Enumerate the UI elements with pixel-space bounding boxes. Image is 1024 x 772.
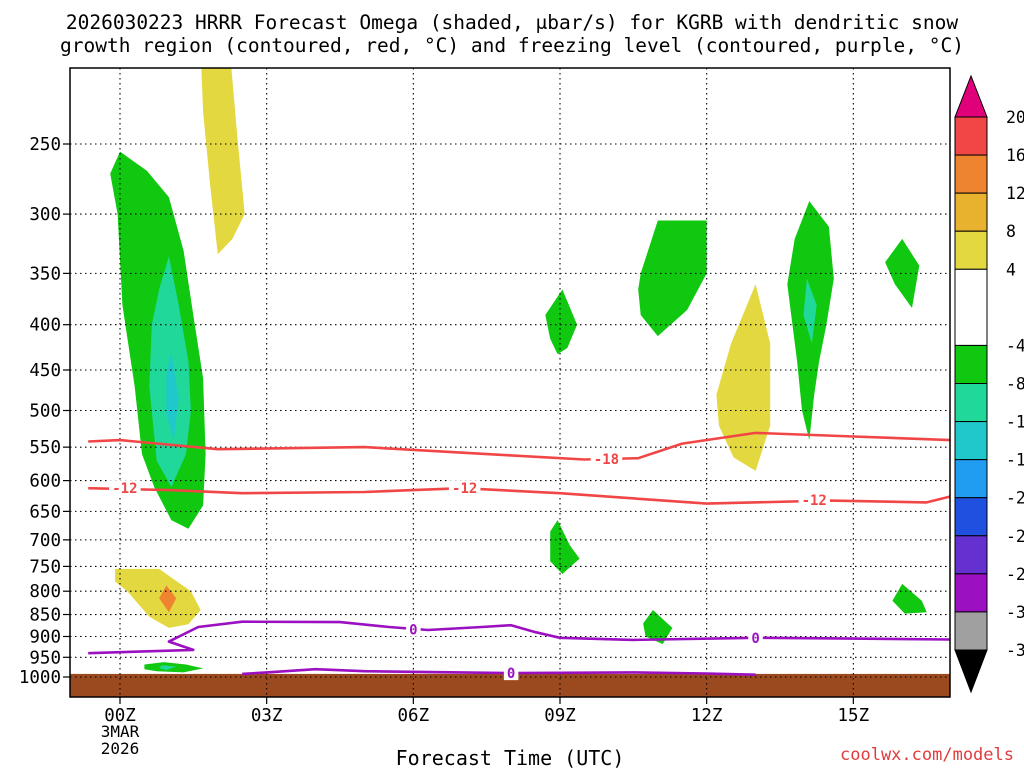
colorbar-over-arrow [954, 74, 988, 118]
minus-18-isotherm-line [88, 431, 950, 461]
ground-surface [70, 673, 950, 697]
y-tick-label-350: 350 [29, 264, 61, 284]
omega-region-11 [638, 220, 707, 337]
x-tick-label-00Z: 00Z [104, 706, 136, 726]
colorbar-label--12: -12 [1006, 413, 1024, 432]
omega-region-10 [550, 520, 580, 574]
colorbar-bin--24-to--20 [954, 497, 988, 537]
colorbar-bin--28-to--24 [954, 535, 988, 575]
omega-region-8 [159, 665, 177, 670]
colorbar-label-4: 4 [1006, 260, 1016, 279]
plot-frame [69, 67, 951, 698]
y-tick-label-550: 550 [29, 438, 61, 458]
colorbar-bin--36-to--32 [954, 611, 988, 651]
colorbar-label--16: -16 [1006, 451, 1024, 470]
y-tick-label-500: 500 [29, 402, 61, 422]
minus-12-isotherm-label-2: -12 [452, 481, 477, 497]
y-tick-label-950: 950 [29, 648, 61, 668]
y-tick-label-900: 900 [29, 627, 61, 647]
colorbar-label--36: -36 [1006, 641, 1024, 660]
colorbar-label--28: -28 [1006, 565, 1024, 584]
x-date-label-month: 3MAR [101, 722, 140, 741]
plot-area [70, 68, 950, 697]
colorbar-bin-16-to-20 [954, 116, 988, 156]
minus-12-isotherm-label-bg-1 [109, 480, 141, 496]
colorbar-label--24: -24 [1006, 527, 1024, 546]
colorbar-label--8: -8 [1006, 375, 1024, 394]
x-tick-label-09Z: 09Z [544, 706, 576, 726]
x-axis: 00Z 03Z 06Z 09Z 12Z 15Z [104, 697, 869, 726]
omega-region-6 [159, 585, 177, 613]
colorbar-bin--16-to--12 [954, 421, 988, 461]
y-tick-label-600: 600 [29, 472, 61, 492]
omega-region-14 [803, 278, 817, 344]
colorbar-under-arrow [954, 649, 988, 694]
credit-label: coolwx.com/models [840, 745, 1014, 765]
minus-12-isotherm-label-1: -12 [112, 481, 137, 497]
colorbar-label-8: 8 [1006, 222, 1016, 241]
y-tick-label-1000: 1000 [19, 668, 61, 688]
chart-title-line-2: growth region (contoured, red, °C) and f… [60, 34, 964, 57]
colorbar-label-20: 20 [1006, 108, 1024, 127]
freezing-level-upper-label-bg-1 [406, 621, 421, 637]
freezing-level-upper-label-bg-2 [748, 629, 763, 645]
colorbar-label-16: 16 [1006, 146, 1024, 165]
omega-region-4 [166, 352, 179, 441]
colorbar-bin--8-to--4 [954, 344, 988, 384]
chart-title-line-1: 2026030223 HRRR Forecast Omega (shaded, … [66, 11, 958, 34]
contour-lines: -18 -12 -12 -12 0 0 0 [88, 431, 950, 682]
x-date-label-year: 2026 [101, 739, 140, 758]
x-tick-label-15Z: 15Z [838, 706, 870, 726]
colorbar-bin-8-to-12 [954, 192, 988, 232]
y-tick-label-700: 700 [29, 531, 61, 551]
colorbar-bin-4-to-8 [954, 230, 988, 270]
minus-12-isotherm-line [88, 486, 950, 505]
colorbar-label--32: -32 [1006, 603, 1024, 622]
freezing-level-lower-label-1: 0 [507, 666, 515, 682]
y-tick-label-450: 450 [29, 361, 61, 381]
minus-18-isotherm-label-bg-1 [590, 450, 623, 466]
y-tick-label-750: 750 [29, 557, 61, 577]
minus-12-isotherm-label-bg-2 [448, 480, 481, 496]
freezing-level-upper-label-2: 0 [751, 631, 759, 647]
y-tick-label-800: 800 [29, 582, 61, 602]
omega-region-12 [716, 284, 771, 471]
colorbar-label--20: -20 [1006, 489, 1024, 508]
y-tick-label-250: 250 [29, 135, 61, 155]
minus-12-isotherm-label-bg-3 [798, 491, 830, 507]
y-tick-label-650: 650 [29, 502, 61, 522]
freezing-level-upper-line [88, 620, 950, 655]
omega-region-9 [545, 289, 578, 355]
y-tick-label-300: 300 [29, 205, 61, 225]
omega-region-15 [885, 238, 920, 308]
y-tick-label-400: 400 [29, 316, 61, 336]
colorbar-bin--20-to--16 [954, 459, 988, 499]
freezing-level-lower-line [242, 667, 756, 676]
x-axis-title: Forecast Time (UTC) [396, 746, 625, 768]
colorbar-bin--12-to--8 [954, 383, 988, 423]
y-axis: 2503003504004505005506006507007508008509… [19, 135, 70, 688]
y-tick-label-850: 850 [29, 606, 61, 626]
colorbar-label-12: 12 [1006, 184, 1024, 203]
minus-18-isotherm-label-1: -18 [594, 452, 619, 468]
colorbar-bin--32-to--28 [954, 573, 988, 613]
colorbar-bin--4-to-4 [954, 268, 988, 346]
colorbar: 20 16 12 8 4 -4 -8 -12 -16 -20 -24 -28 -32 -36 [954, 74, 1024, 694]
grid-lines [70, 68, 950, 697]
freezing-level-upper-label-1: 0 [409, 623, 417, 639]
omega-region-5 [115, 568, 201, 628]
freezing-level-lower-label-bg-1 [503, 665, 519, 681]
x-tick-label-12Z: 12Z [691, 706, 723, 726]
x-tick-label-06Z: 06Z [398, 706, 430, 726]
minus-12-isotherm-label-3: -12 [802, 493, 827, 509]
omega-region-16 [643, 610, 673, 645]
omega-region-1 [201, 68, 245, 255]
colorbar-label--4: -4 [1006, 336, 1024, 355]
x-tick-label-03Z: 03Z [251, 706, 283, 726]
colorbar-bin-12-to-16 [954, 154, 988, 194]
